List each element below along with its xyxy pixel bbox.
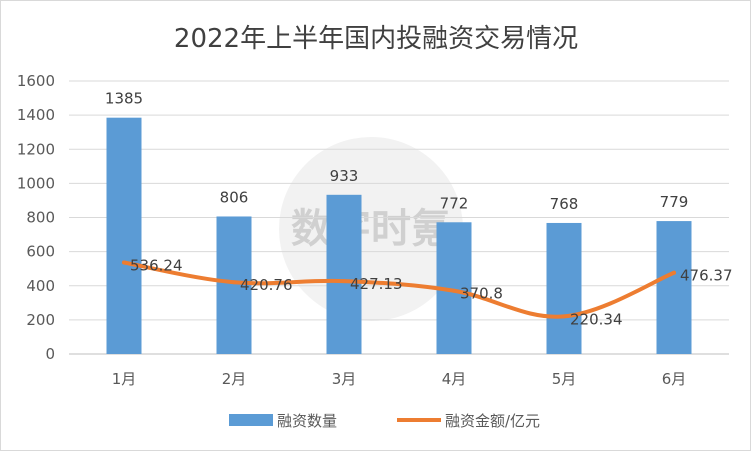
y-tick-label: 800: [26, 209, 55, 227]
line-data-label: 420.76: [240, 276, 293, 294]
y-tick-label: 200: [26, 311, 55, 329]
bar-data-label: 806: [220, 188, 249, 206]
chart-title: 2022年上半年国内投融资交易情况: [174, 24, 578, 54]
x-tick-label: 6月: [662, 370, 687, 388]
line-point: [672, 270, 676, 275]
bar: [326, 194, 362, 354]
line-point: [342, 279, 346, 284]
bar: [656, 221, 692, 354]
bar-data-label: 1385: [105, 90, 143, 108]
y-tick-label: 400: [26, 277, 55, 295]
bar-data-label: 779: [660, 193, 689, 211]
line-data-label: 476.37: [680, 267, 733, 285]
line-point: [232, 280, 236, 285]
y-tick-label: 1600: [17, 72, 55, 90]
bar-data-label: 933: [330, 167, 359, 185]
line-data-label: 536.24: [130, 257, 183, 275]
line-series: 536.24 420.76 427.13 370.8 220.34 476.37: [122, 257, 733, 328]
y-tick-label: 0: [45, 345, 55, 363]
y-tick-label: 600: [26, 243, 55, 261]
x-tick-label: 4月: [442, 370, 467, 388]
line-data-label: 427.13: [350, 275, 403, 293]
y-axis-ticks: 0 200 400 600 800 1000 1200 1400 1600: [17, 72, 55, 363]
line-point: [452, 288, 456, 293]
bar: [106, 117, 142, 354]
bar: [216, 216, 252, 354]
bar: [546, 222, 582, 354]
x-tick-label: 5月: [552, 370, 577, 388]
bar-series: 1385 806 933 772 768 779: [105, 90, 692, 354]
line-data-label: 220.34: [570, 310, 623, 328]
x-tick-label: 3月: [332, 370, 357, 388]
bar-data-label: 768: [550, 195, 579, 213]
watermark-logo: 数字时氪: [279, 137, 463, 321]
y-tick-label: 1000: [17, 174, 55, 192]
gridlines: [69, 80, 729, 355]
x-tick-label: 1月: [112, 370, 137, 388]
legend-label-bar: 融资数量: [277, 412, 337, 430]
watermark-text: 数字时氪: [291, 206, 451, 252]
legend: 融资数量 融资金额/亿元: [229, 412, 540, 430]
legend-label-line: 融资金额/亿元: [445, 412, 540, 430]
x-axis-ticks: 1月 2月 3月 4月 5月 6月: [112, 370, 687, 388]
line-point: [562, 314, 566, 319]
line-data-label: 370.8: [460, 285, 503, 303]
x-tick-label: 2月: [222, 370, 247, 388]
y-tick-label: 1200: [17, 140, 55, 158]
bar-data-label: 772: [440, 194, 469, 212]
line-point: [122, 260, 126, 265]
legend-swatch-bar: [229, 414, 273, 426]
line-path: [122, 260, 676, 319]
y-tick-label: 1400: [17, 106, 55, 124]
